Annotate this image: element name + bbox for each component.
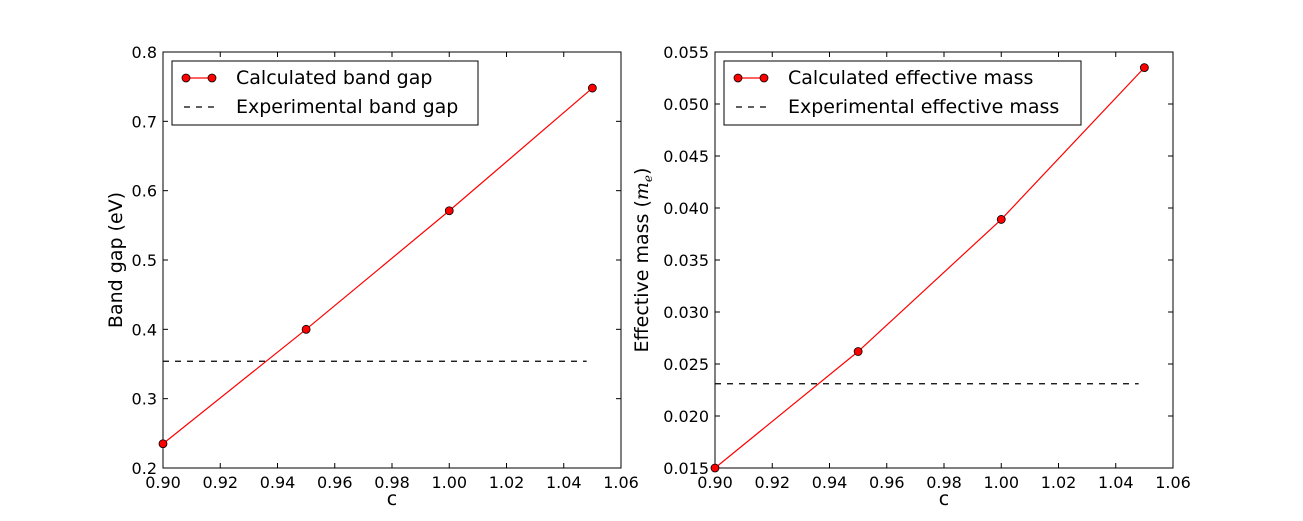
effective-mass-x-tick-label: 1.00 <box>983 473 1019 492</box>
effective-mass-calculated-point <box>996 215 1006 224</box>
effective-mass-x-axis-label: c <box>939 488 949 510</box>
band-gap-ticks <box>162 51 622 469</box>
effective-mass-x-tick-label: 0.98 <box>926 473 962 492</box>
band-gap-x-tick-label: 1.02 <box>489 473 525 492</box>
legend-experimental-effective-mass-label: Experimental effective mass <box>788 96 1059 118</box>
legend-experimental-band-gap-label: Experimental band gap <box>236 96 458 118</box>
band-gap-y-axis-label: Band gap (eV) <box>105 192 127 328</box>
effective-mass-y-tick-label: 0.025 <box>663 355 709 374</box>
effective-mass-x-tick-label: 0.96 <box>869 473 905 492</box>
band-gap-y-tick-label: 0.7 <box>132 112 157 131</box>
legend-calculated-effective-mass-marker-end <box>759 73 769 83</box>
band-gap-y-tick-label: 0.4 <box>132 320 157 339</box>
effective-mass-y-tick-label: 0.045 <box>663 147 709 166</box>
effective-mass-calculated-point <box>710 463 720 473</box>
band-gap-calculated-point <box>158 439 168 449</box>
band-gap-legend: Calculated band gap Experimental band ga… <box>171 60 479 126</box>
effective-mass-x-tick-label: 1.02 <box>1041 473 1077 492</box>
effective-mass-y-axis-label: Effective mass (me) <box>631 168 655 353</box>
effective-mass-y-label-text: Effective mass ( <box>631 200 653 352</box>
effective-mass-y-tick-label: 0.035 <box>663 251 709 270</box>
effective-mass-series <box>710 63 1149 473</box>
effective-mass-y-tick-label: 0.055 <box>663 43 709 62</box>
legend-calculated-band-gap-label: Calculated band gap <box>236 67 432 89</box>
band-gap-y-tick-label: 0.5 <box>132 251 157 270</box>
band-gap-x-tick-label: 1.06 <box>603 473 639 492</box>
effective-mass-calculated-point <box>853 347 863 356</box>
effective-mass-y-label-math: m <box>631 182 653 200</box>
band-gap-calculated-point <box>587 83 597 93</box>
effective-mass-calculated-line <box>714 67 1145 469</box>
band-gap-x-tick-label: 0.94 <box>260 473 296 492</box>
band-gap-y-tick-label: 0.2 <box>132 459 157 478</box>
effective-mass-y-tick-label: 0.030 <box>663 303 709 322</box>
effective-mass-legend: Calculated effective mass Experimental e… <box>723 60 1082 126</box>
effective-mass-x-tick-label: 1.06 <box>1155 473 1191 492</box>
effective-mass-x-tick-label: 0.94 <box>812 473 848 492</box>
effective-mass-y-tick-label: 0.040 <box>663 199 709 218</box>
band-gap-chart: 0.90 0.92 0.94 0.96 0.98 1.00 1.02 1.04 1.06 0.2 0… <box>105 43 639 510</box>
band-gap-calculated-point <box>301 324 311 334</box>
band-gap-calculated-point <box>444 206 454 216</box>
effective-mass-legend-frame <box>723 60 1082 126</box>
legend-calculated-band-gap-marker-end <box>207 73 217 83</box>
effective-mass-ticks <box>714 51 1174 469</box>
effective-mass-x-tick-label: 1.04 <box>1098 473 1134 492</box>
effective-mass-x-tick-label: 0.90 <box>697 473 733 492</box>
effective-mass-tick-labels: 0.90 0.92 0.94 0.96 0.98 1.00 1.02 1.04 1.06 0.01… <box>663 43 1191 492</box>
legend-calculated-effective-mass-label: Calculated effective mass <box>788 67 1033 89</box>
band-gap-y-tick-label: 0.8 <box>132 43 157 62</box>
effective-mass-y-label-subscript: e <box>641 175 655 182</box>
effective-mass-y-tick-label: 0.015 <box>663 459 709 478</box>
band-gap-y-tick-label: 0.6 <box>132 182 157 201</box>
band-gap-x-tick-label: 0.96 <box>317 473 353 492</box>
legend-calculated-band-gap-marker-start <box>181 73 191 83</box>
effective-mass-calculated-point <box>1139 63 1149 72</box>
band-gap-x-tick-label: 0.92 <box>202 473 238 492</box>
band-gap-x-tick-label: 1.04 <box>546 473 582 492</box>
effective-mass-x-tick-label: 0.92 <box>754 473 790 492</box>
effective-mass-y-tick-label: 0.020 <box>663 407 709 426</box>
effective-mass-chart: 0.90 0.92 0.94 0.96 0.98 1.00 1.02 1.04 1.06 0.01… <box>631 43 1191 510</box>
band-gap-x-tick-label: 1.00 <box>431 473 467 492</box>
band-gap-legend-frame <box>171 60 479 126</box>
effective-mass-y-label-close: ) <box>631 168 653 175</box>
effective-mass-y-tick-label: 0.050 <box>663 95 709 114</box>
band-gap-x-tick-label: 0.98 <box>374 473 410 492</box>
band-gap-series <box>158 83 597 449</box>
band-gap-calculated-line <box>162 87 593 445</box>
band-gap-x-axis-label: c <box>387 488 397 510</box>
band-gap-y-tick-label: 0.3 <box>132 390 157 409</box>
band-gap-tick-labels: 0.90 0.92 0.94 0.96 0.98 1.00 1.02 1.04 1.06 0.2 0… <box>132 43 639 492</box>
band-gap-x-tick-label: 0.90 <box>145 473 181 492</box>
legend-calculated-effective-mass-marker-start <box>733 73 743 83</box>
